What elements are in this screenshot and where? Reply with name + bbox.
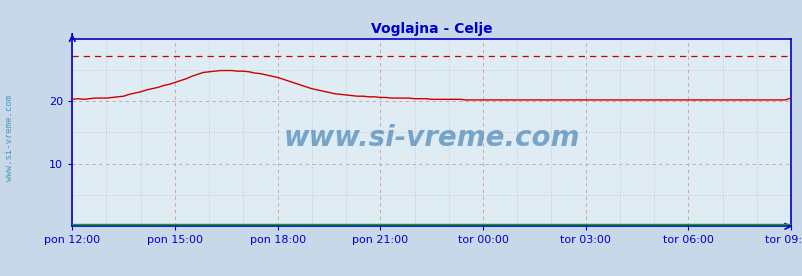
Text: www.si-vreme.com: www.si-vreme.com	[5, 95, 14, 181]
Title: Voglajna - Celje: Voglajna - Celje	[371, 22, 492, 36]
Text: www.si-vreme.com: www.si-vreme.com	[283, 124, 579, 152]
